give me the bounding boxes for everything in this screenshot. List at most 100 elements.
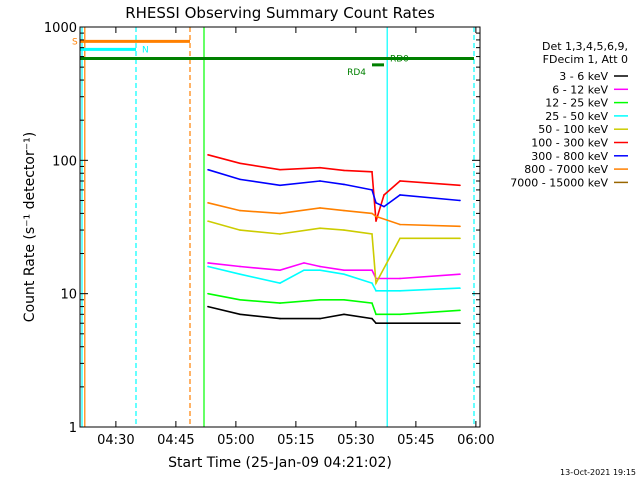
y-axis-label: Count Rate (s⁻¹ detector⁻¹) <box>22 132 38 322</box>
legend-entry-label: 300 - 800 keV <box>531 150 608 163</box>
x-tick-label: 06:00 <box>457 433 494 448</box>
x-tick-label: 04:45 <box>157 433 194 448</box>
data-point <box>239 178 241 181</box>
x-tick-label: 05:45 <box>397 433 434 448</box>
data-point <box>383 205 385 208</box>
data-point <box>343 298 345 301</box>
flag-label-n: N <box>142 45 149 55</box>
legend-entry-label: 800 - 7000 keV <box>524 163 608 176</box>
y-tick-label: 10 <box>60 288 77 303</box>
legend-entry-label: 100 - 300 keV <box>531 137 608 150</box>
x-tick-label: 05:00 <box>217 433 254 448</box>
x-tick-label: 05:30 <box>337 433 374 448</box>
y-tick-label: 1 <box>69 421 77 436</box>
data-point <box>319 317 321 320</box>
data-point <box>207 292 209 295</box>
data-point <box>459 287 461 289</box>
data-point <box>459 273 461 275</box>
data-point <box>371 171 373 173</box>
data-point <box>207 220 209 222</box>
data-point <box>207 154 209 156</box>
data-point <box>279 317 281 320</box>
flag-label-s: S <box>72 37 78 47</box>
series-line-1 <box>207 262 461 280</box>
x-axis-label: Start Time (25-Jan-09 04:21:02) <box>168 455 392 471</box>
data-point <box>319 269 321 271</box>
data-point <box>399 313 401 316</box>
series-line-6 <box>207 168 461 208</box>
data-point <box>279 269 281 271</box>
data-point <box>371 189 373 191</box>
data-point <box>459 322 461 325</box>
data-point <box>375 202 377 204</box>
data-point <box>343 183 345 186</box>
data-point <box>279 168 281 171</box>
legend-header: Det 1,3,4,5,6,9, <box>542 40 628 53</box>
legend-entry-label: 12 - 25 keV <box>545 97 608 110</box>
data-point <box>319 298 321 301</box>
data-point <box>207 265 209 268</box>
data-point <box>399 237 401 240</box>
data-point <box>279 212 281 215</box>
data-point <box>459 225 461 228</box>
y-tick-label: 1000 <box>44 21 77 36</box>
data-point <box>303 269 305 271</box>
footer-timestamp: 13-Oct-2021 19:15 <box>560 468 636 477</box>
x-tick-label: 05:15 <box>277 433 314 448</box>
series-line-3 <box>207 265 461 292</box>
data-point <box>399 322 401 325</box>
flag-label-rd4: RD4 <box>347 68 366 78</box>
data-point <box>375 322 377 325</box>
data-point <box>207 168 209 171</box>
data-point <box>343 313 345 316</box>
data-point <box>239 273 241 275</box>
data-point <box>371 302 373 304</box>
data-point <box>459 199 461 202</box>
data-point <box>343 229 345 231</box>
data-point <box>343 269 345 271</box>
data-point <box>375 282 377 284</box>
data-point <box>319 166 321 169</box>
data-point <box>459 237 461 240</box>
data-point <box>371 269 373 271</box>
data-point <box>375 290 377 292</box>
series-line-5 <box>207 154 461 222</box>
data-point <box>319 227 321 229</box>
data-point <box>207 262 209 264</box>
data-point <box>459 184 461 187</box>
legend-header: FDecim 1, Att 0 <box>543 53 628 66</box>
data-point <box>319 207 321 209</box>
data-point <box>239 162 241 165</box>
data-point <box>399 277 401 280</box>
data-point <box>371 282 373 284</box>
flag-label-rd0: RD0 <box>390 55 409 65</box>
data-point <box>375 220 377 222</box>
data-point <box>343 209 345 212</box>
data-point <box>375 215 377 218</box>
legend-entry-label: 25 - 50 keV <box>545 110 608 123</box>
data-point <box>343 169 345 172</box>
data-point <box>279 302 281 304</box>
data-point <box>375 313 377 316</box>
legend-entry-label: 3 - 6 keV <box>559 70 608 83</box>
data-point <box>239 209 241 212</box>
data-point <box>207 202 209 204</box>
legend-entry-label: 7000 - 15000 keV <box>510 176 608 189</box>
data-point <box>399 290 401 292</box>
data-point <box>459 309 461 312</box>
data-point <box>207 305 209 308</box>
data-point <box>371 233 373 235</box>
data-point <box>371 212 373 215</box>
legend: Det 1,3,4,5,6,9,FDecim 1, Att 0 3 - 6 keV… <box>510 40 628 189</box>
x-tick-label: 04:30 <box>97 433 134 448</box>
chart-title: RHESSI Observing Summary Count Rates <box>125 4 435 22</box>
data-point <box>239 229 241 231</box>
data-point <box>239 265 241 268</box>
data-point <box>303 262 305 264</box>
data-point <box>343 273 345 275</box>
data-point <box>371 317 373 320</box>
y-tick-label: 100 <box>52 154 77 169</box>
plot-area-frame <box>79 26 481 428</box>
data-point <box>239 313 241 316</box>
